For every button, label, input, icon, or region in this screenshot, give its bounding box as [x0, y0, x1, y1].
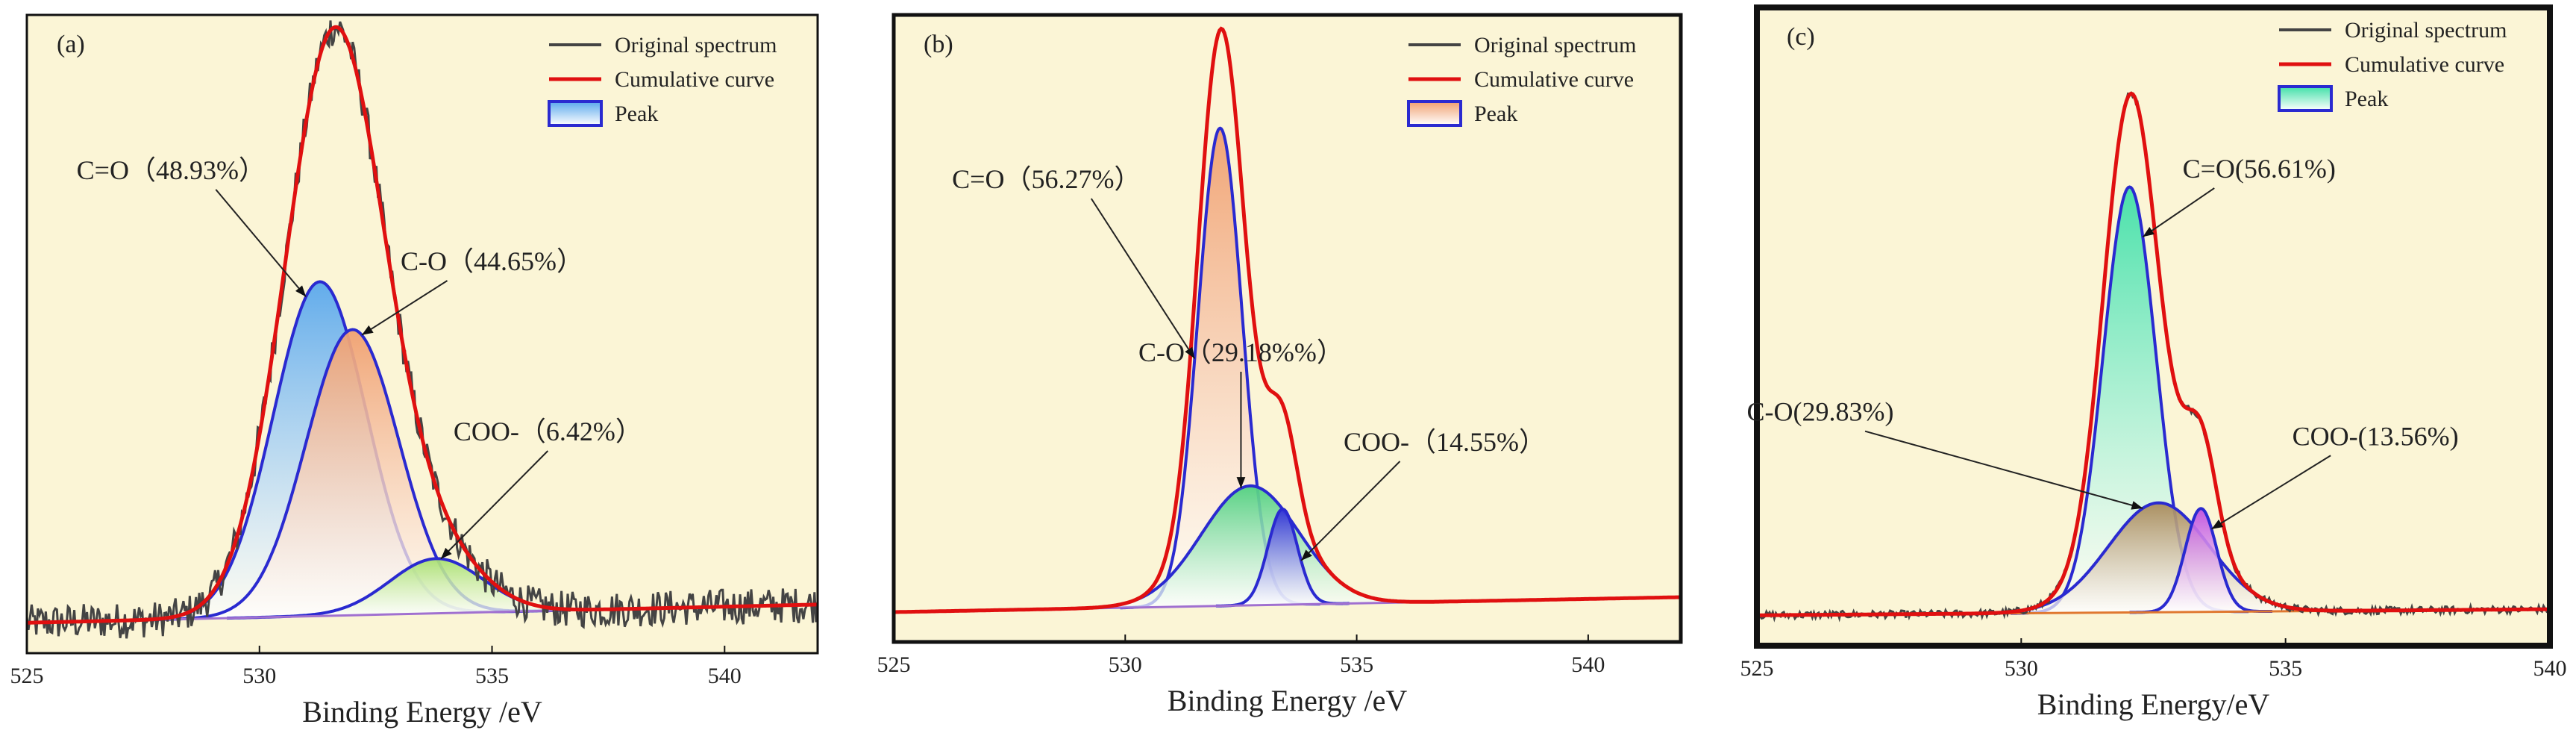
peak-fill-1	[1031, 485, 1470, 610]
peak-fill-0	[1120, 128, 1320, 608]
x-tick-label: 530	[2005, 656, 2038, 681]
panel-a: 525 530 535 540 Binding Energy /eV (a) Origina…	[10, 13, 819, 729]
x-axis-label: Binding Energy /eV	[302, 695, 542, 729]
peak-line-2	[2129, 507, 2272, 614]
annotation-arrow	[361, 280, 448, 336]
legend-label: Peak	[615, 102, 658, 126]
annotation-arrow	[2210, 455, 2331, 530]
legend-label: Original spectrum	[615, 33, 777, 57]
annotation-arrow	[2142, 187, 2215, 238]
peak-fill-2	[1215, 509, 1350, 606]
arrow-head	[1185, 346, 1195, 359]
legend-label: Peak	[1474, 102, 1517, 126]
plot-frame	[25, 13, 819, 655]
panel-b: 525 530 535 540 Binding Energy /eV (b) Origina…	[877, 13, 1683, 717]
arrow-head	[2143, 227, 2154, 237]
arrow-head	[1236, 477, 1246, 489]
peak-label-1: C-O(29.83%)	[1747, 397, 1894, 427]
arrow-head	[1301, 549, 1312, 561]
legend-label: Cumulative curve	[615, 67, 774, 92]
plot-frame	[1754, 4, 2553, 649]
legend-label: Cumulative curve	[2345, 52, 2504, 77]
arrow-head	[2211, 519, 2224, 529]
cumulative-curve	[894, 26, 1681, 614]
x-tick-label: 525	[877, 652, 911, 677]
legend-label: Peak	[2345, 87, 2388, 111]
x-tick-label: 525	[1740, 656, 1774, 681]
panel-c: 525 530 535 540 Binding Energy/eV (c) Original…	[1740, 4, 2567, 721]
annotation-arrow	[1300, 461, 1401, 561]
annotation-arrow	[1090, 198, 1196, 359]
panel-tag: (c)	[1787, 23, 1815, 51]
x-axis-label: Binding Energy /eV	[1168, 684, 1408, 717]
annotation-arrow	[1864, 430, 2143, 509]
peak-label-1: C-O（44.65%）	[401, 246, 583, 276]
cumulative-curve	[1757, 91, 2551, 617]
x-tick-label: 535	[475, 664, 509, 688]
plot-frame	[891, 13, 1683, 644]
peak-fill-2	[227, 558, 646, 619]
arrow-head	[361, 325, 374, 335]
peak-label-2: COO-（14.55%）	[1344, 427, 1546, 457]
peak-fill-0	[2011, 187, 2249, 614]
peak-label-0: C=O（48.93%）	[77, 155, 266, 185]
legend-swatch	[548, 100, 603, 127]
x-axis-label: Binding Energy/eV	[2037, 687, 2270, 721]
legend-swatch	[1407, 100, 1462, 127]
original-spectrum	[25, 20, 819, 639]
peak-fill-2	[2129, 508, 2272, 613]
peak-label-0: C=O(56.61%)	[2183, 154, 2336, 184]
peak-fill-1	[1932, 502, 2385, 614]
arrow-head	[2131, 501, 2143, 510]
x-tick-label: 540	[708, 664, 742, 688]
arrow-head	[295, 285, 307, 297]
x-tick-label: 540	[2533, 656, 2567, 681]
peak-label-2: COO-(13.56%)	[2293, 421, 2459, 451]
legend-label: Original spectrum	[1474, 33, 1636, 57]
peak-fill-1	[142, 329, 562, 620]
peak-label-1: C-O（29.18%%）	[1138, 337, 1344, 367]
annotation-arrow	[215, 189, 307, 298]
legend-label: Original spectrum	[2345, 18, 2507, 43]
x-tick-label: 535	[1340, 652, 1373, 677]
x-tick-label: 530	[242, 664, 276, 688]
annotation-arrow	[440, 450, 549, 560]
x-tick-label: 535	[2269, 656, 2302, 681]
peak-label-2: COO-（6.42%）	[454, 417, 642, 446]
x-tick-label: 525	[10, 664, 44, 688]
cumulative-curve	[26, 25, 818, 625]
peak-label-0: C=O（56.27%）	[952, 164, 1141, 194]
panel-tag: (a)	[57, 31, 85, 58]
panel-tag: (b)	[924, 31, 953, 58]
x-tick-label: 530	[1109, 652, 1142, 677]
x-tick-label: 540	[1571, 652, 1605, 677]
legend-swatch	[2278, 85, 2333, 112]
legend-label: Cumulative curve	[1474, 67, 1634, 92]
arrow-head	[440, 547, 452, 559]
